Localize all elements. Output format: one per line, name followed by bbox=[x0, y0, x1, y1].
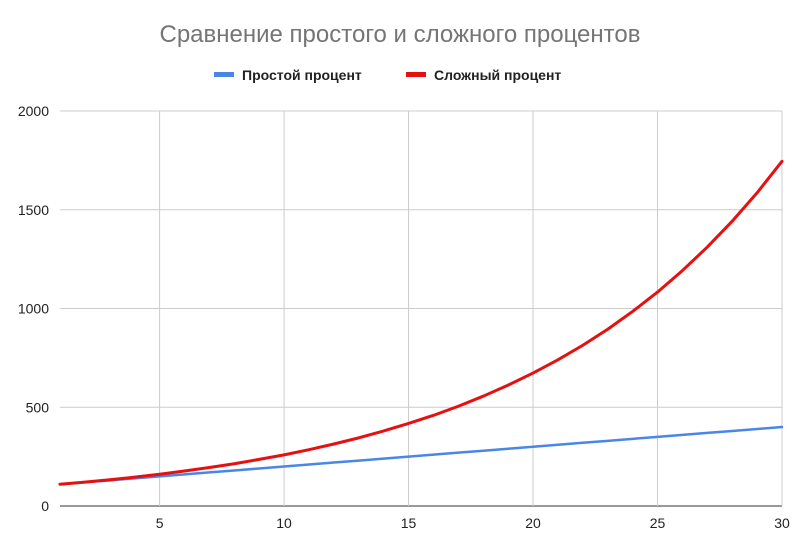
gridlines bbox=[60, 110, 783, 507]
x-tick-label: 25 bbox=[650, 515, 666, 531]
x-tick-label: 15 bbox=[401, 515, 417, 531]
legend: Простой процент Сложный процент bbox=[214, 67, 561, 83]
legend-label-compound: Сложный процент bbox=[434, 67, 561, 83]
legend-swatch-simple bbox=[214, 72, 234, 77]
y-tick-label: 0 bbox=[41, 498, 49, 514]
legend-label-simple: Простой процент bbox=[242, 67, 362, 83]
x-tick-label: 10 bbox=[276, 515, 292, 531]
legend-item-compound[interactable]: Сложный процент bbox=[406, 67, 561, 83]
legend-item-simple[interactable]: Простой процент bbox=[214, 67, 362, 83]
x-tick-label: 30 bbox=[774, 515, 790, 531]
axis-ticks: 0 500 1000 1500 2000 5 10 15 20 25 30 bbox=[18, 103, 790, 531]
y-tick-label: 1000 bbox=[18, 301, 49, 317]
x-tick-label: 5 bbox=[156, 515, 164, 531]
x-tick-label: 20 bbox=[525, 515, 541, 531]
y-tick-label: 1500 bbox=[18, 202, 49, 218]
series-line-compound bbox=[58, 159, 784, 486]
y-tick-label: 2000 bbox=[18, 103, 49, 119]
series-line-simple bbox=[58, 425, 784, 486]
y-tick-label: 500 bbox=[26, 399, 50, 415]
legend-swatch-compound bbox=[406, 72, 426, 77]
series-lines bbox=[58, 159, 784, 486]
chart-title: Сравнение простого и сложного процентов bbox=[160, 21, 641, 48]
